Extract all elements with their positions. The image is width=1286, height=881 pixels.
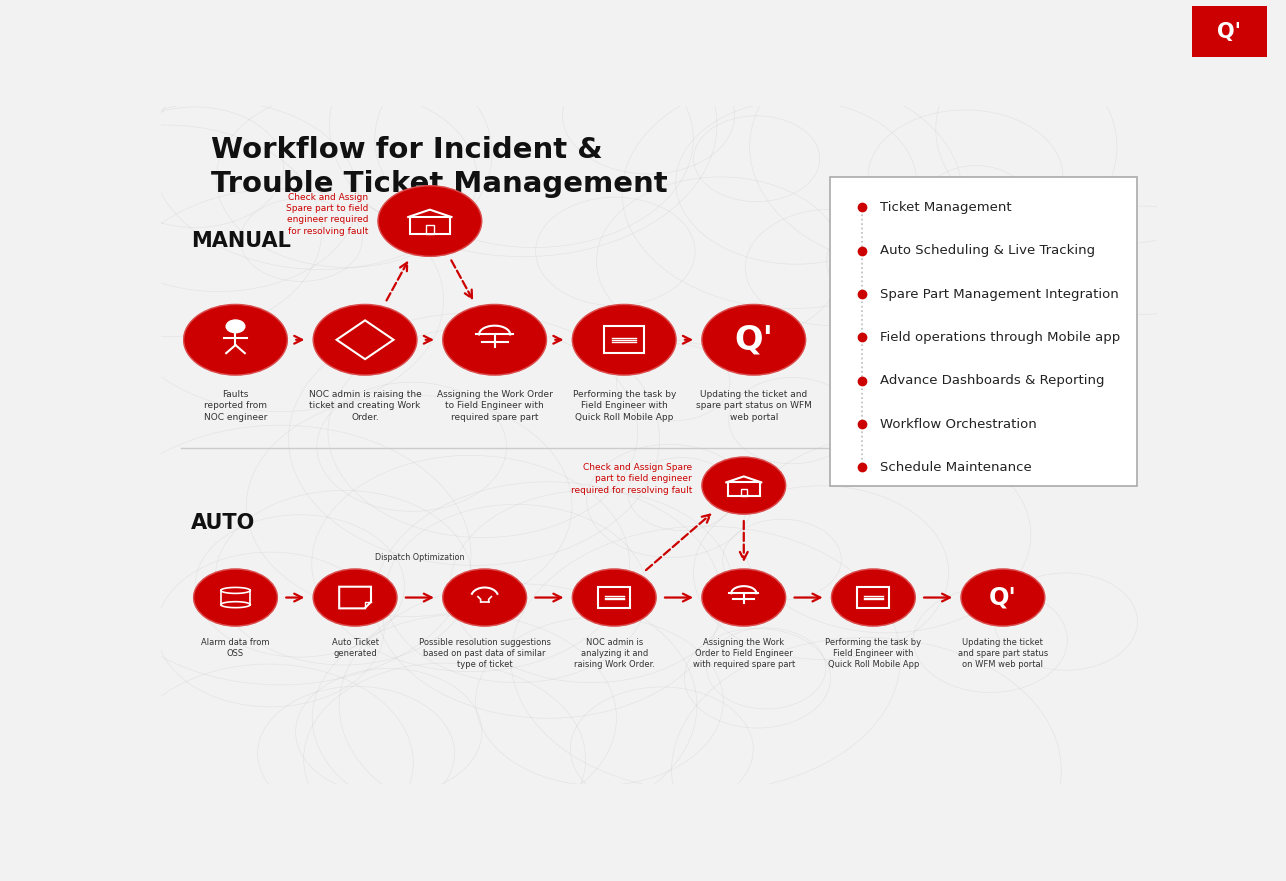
- Text: Auto Scheduling & Live Tracking: Auto Scheduling & Live Tracking: [881, 244, 1096, 257]
- Text: Advance Dashboards & Reporting: Advance Dashboards & Reporting: [881, 374, 1105, 388]
- Text: Workflow for Incident &: Workflow for Incident &: [211, 137, 602, 164]
- Text: Q': Q': [1218, 22, 1241, 41]
- Circle shape: [314, 569, 397, 626]
- Text: Updating the ticket and
spare part status on WFM
web portal: Updating the ticket and spare part statu…: [696, 390, 811, 422]
- Circle shape: [194, 569, 278, 626]
- Text: Assigning the Work Order
to Field Engineer with
required spare part: Assigning the Work Order to Field Engine…: [437, 390, 553, 422]
- Circle shape: [226, 320, 244, 333]
- FancyBboxPatch shape: [1188, 4, 1271, 60]
- Text: Trouble Ticket Management: Trouble Ticket Management: [211, 170, 667, 198]
- Text: Assigning the Work
Order to Field Engineer
with required spare part: Assigning the Work Order to Field Engine…: [693, 638, 795, 670]
- Circle shape: [961, 569, 1044, 626]
- Circle shape: [572, 305, 676, 375]
- Text: AUTO: AUTO: [190, 513, 255, 533]
- Text: Dispatch Optimization: Dispatch Optimization: [376, 553, 464, 562]
- Circle shape: [702, 457, 786, 515]
- Circle shape: [184, 305, 287, 375]
- Circle shape: [378, 186, 482, 256]
- Text: NOC admin is raising the
ticket and creating Work
Order.: NOC admin is raising the ticket and crea…: [309, 390, 422, 422]
- Circle shape: [442, 305, 547, 375]
- Text: Spare Part Management Integration: Spare Part Management Integration: [881, 287, 1119, 300]
- Text: Updating the ticket
and spare part status
on WFM web portal: Updating the ticket and spare part statu…: [958, 638, 1048, 670]
- Circle shape: [702, 305, 805, 375]
- Text: Auto Ticket
generated: Auto Ticket generated: [332, 638, 378, 658]
- Text: Q': Q': [734, 323, 773, 356]
- Text: Workflow Orchestration: Workflow Orchestration: [881, 418, 1037, 431]
- Circle shape: [572, 569, 656, 626]
- Text: Ticket Management: Ticket Management: [881, 201, 1012, 214]
- Text: Schedule Maintenance: Schedule Maintenance: [881, 461, 1033, 474]
- Text: MANUAL: MANUAL: [190, 232, 291, 251]
- Text: Q': Q': [989, 586, 1017, 610]
- Text: Performing the task by
Field Engineer with
Quick Roll Mobile App: Performing the task by Field Engineer wi…: [826, 638, 921, 670]
- Text: Performing the task by
Field Engineer with
Quick Roll Mobile App: Performing the task by Field Engineer wi…: [572, 390, 676, 422]
- FancyBboxPatch shape: [831, 177, 1138, 485]
- Text: Field operations through Mobile app: Field operations through Mobile app: [881, 331, 1120, 344]
- Circle shape: [702, 569, 786, 626]
- Text: Alarm data from
OSS: Alarm data from OSS: [201, 638, 270, 658]
- Circle shape: [314, 305, 417, 375]
- Text: NOC admin is
analyzing it and
raising Work Order.: NOC admin is analyzing it and raising Wo…: [574, 638, 655, 670]
- Circle shape: [442, 569, 526, 626]
- Text: Possible resolution suggestions
based on past data of similar
type of ticket: Possible resolution suggestions based on…: [419, 638, 550, 670]
- Text: Check and Assign
Spare part to field
engineer required
for resolving fault: Check and Assign Spare part to field eng…: [285, 193, 368, 236]
- Circle shape: [832, 569, 916, 626]
- Text: Faults
reported from
NOC engineer: Faults reported from NOC engineer: [203, 390, 267, 422]
- Text: Check and Assign Spare
part to field engineer
required for resolving fault: Check and Assign Spare part to field eng…: [571, 463, 692, 495]
